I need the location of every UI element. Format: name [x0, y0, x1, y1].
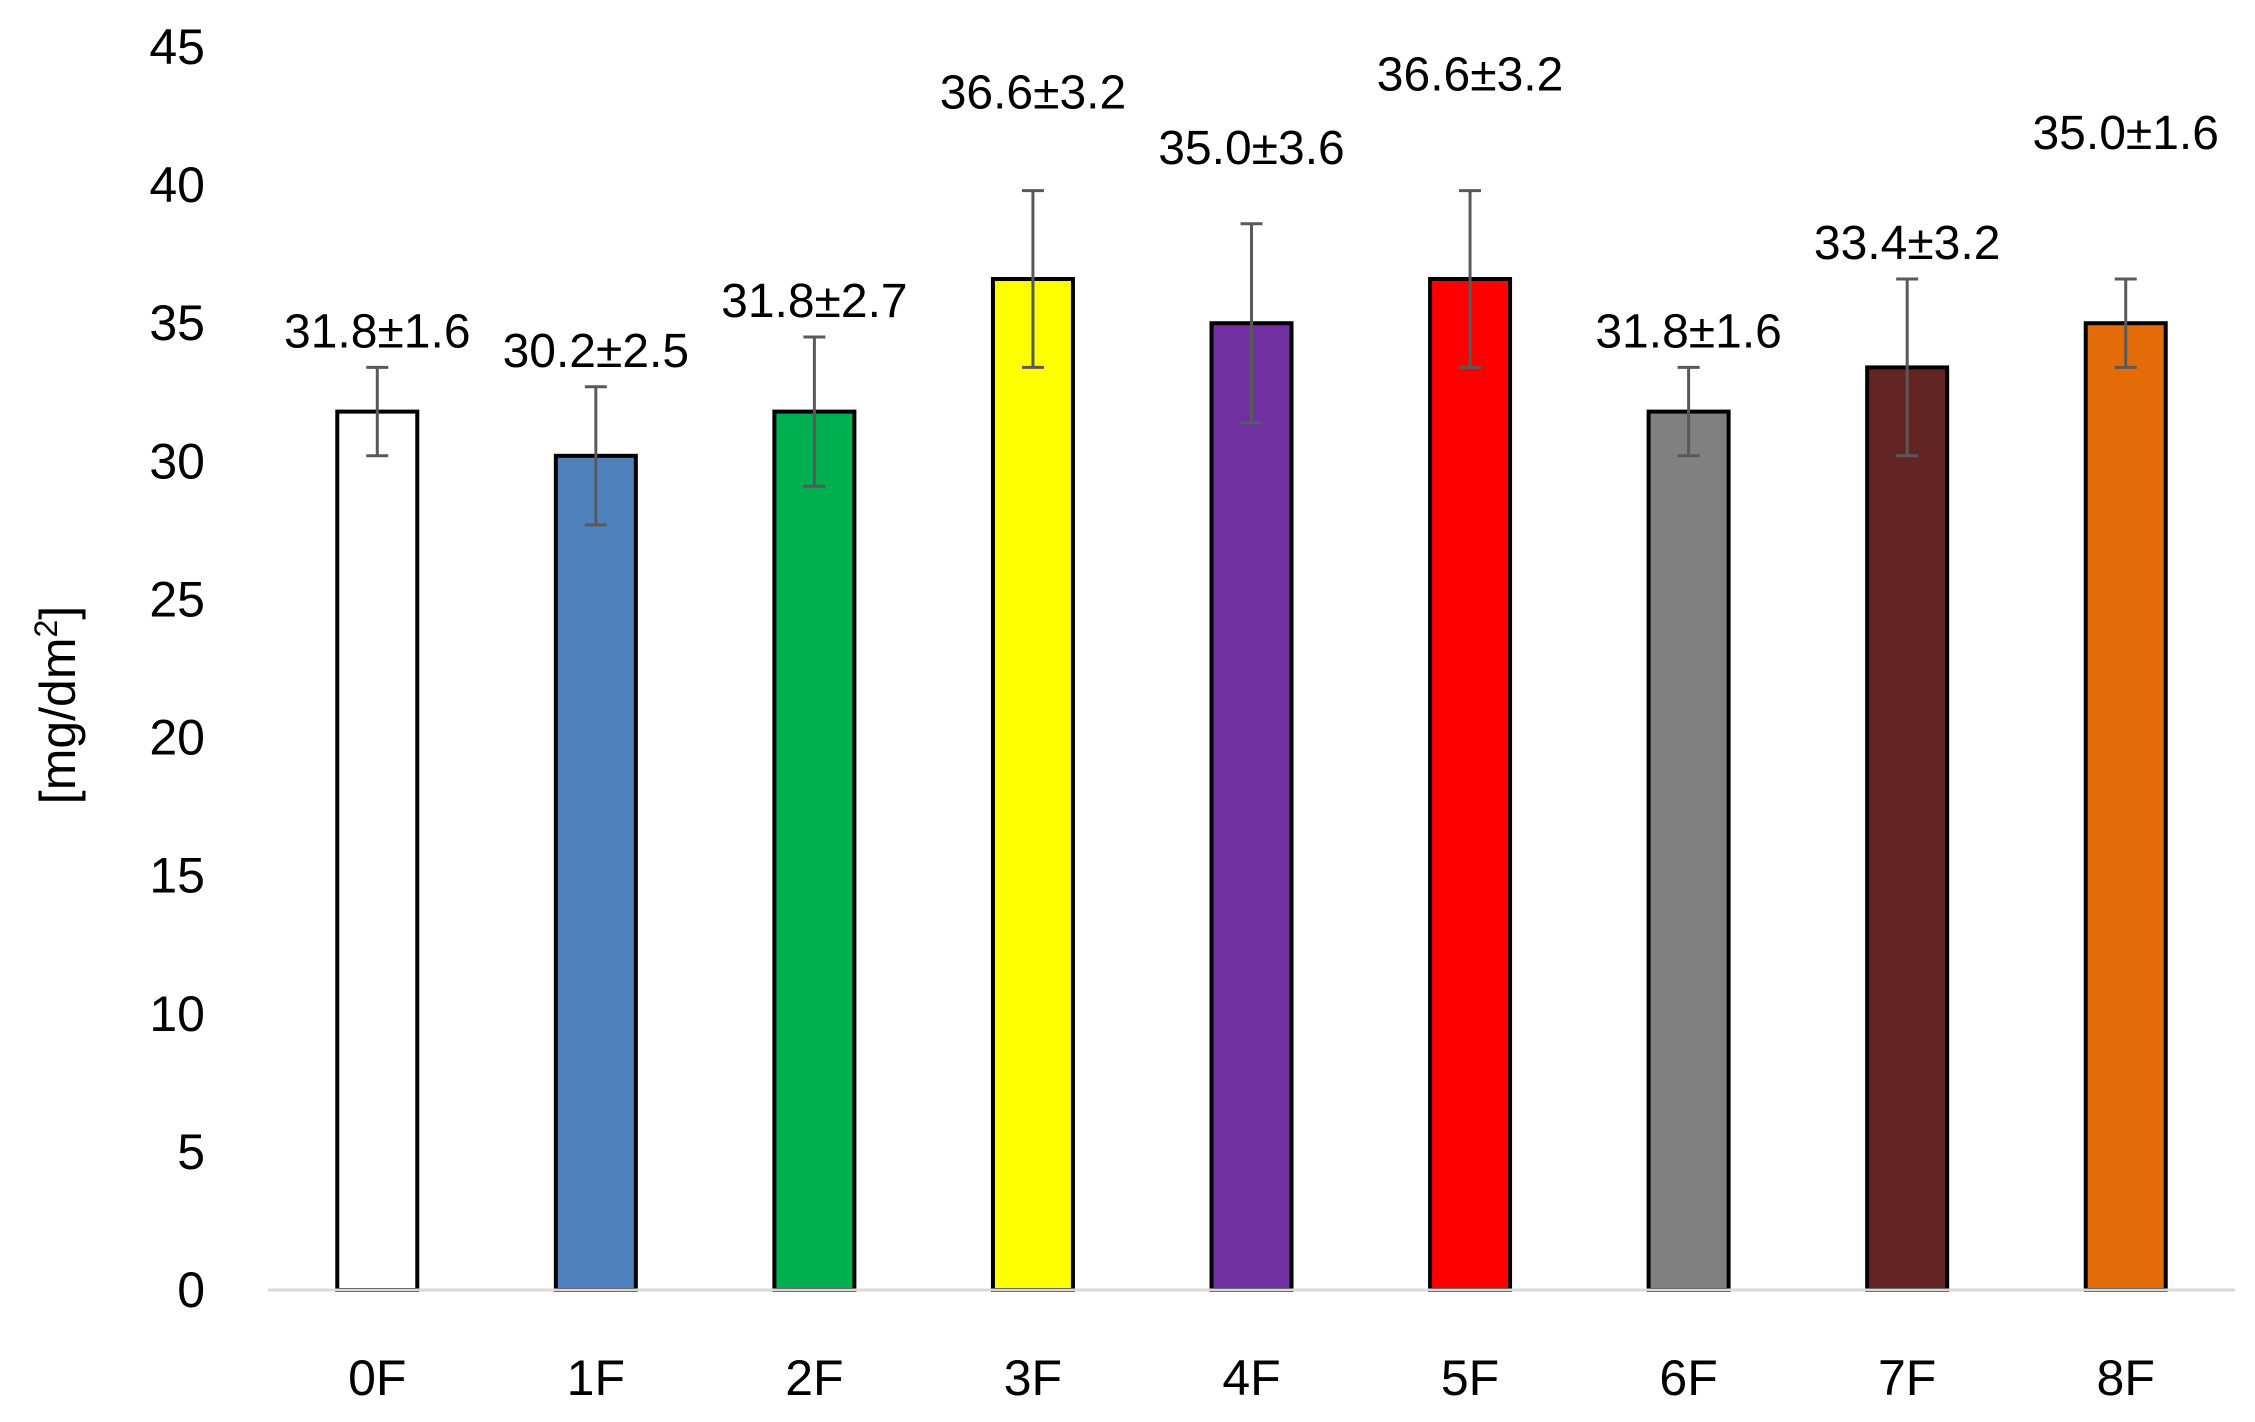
x-tick-label: 0F — [348, 1350, 406, 1406]
x-tick-label: 7F — [1878, 1350, 1936, 1406]
x-tick-label: 3F — [1004, 1350, 1062, 1406]
y-tick-label: 20 — [149, 710, 205, 766]
bar — [553, 453, 638, 1292]
y-tick-label: 25 — [149, 571, 205, 627]
bar — [2083, 321, 2168, 1292]
y-tick-label: 45 — [149, 19, 205, 75]
y-tick-label: 40 — [149, 157, 205, 213]
data-label: 31.8±2.7 — [721, 275, 908, 328]
y-tick-label: 15 — [149, 848, 205, 904]
bars — [335, 277, 2168, 1292]
data-label: 36.6±3.2 — [940, 67, 1127, 120]
data-label: 36.6±3.2 — [1377, 49, 1564, 102]
data-label: 30.2±2.5 — [503, 325, 690, 378]
data-label: 35.0±3.6 — [1158, 122, 1345, 175]
x-tick-label: 1F — [567, 1350, 625, 1406]
y-tick-label: 0 — [177, 1262, 205, 1318]
data-label: 35.0±1.6 — [2032, 107, 2219, 160]
x-tick-label: 5F — [1441, 1350, 1499, 1406]
y-tick-label: 10 — [149, 986, 205, 1042]
bar — [990, 277, 1075, 1292]
bar — [335, 409, 420, 1292]
bar — [1865, 365, 1950, 1292]
data-label: 31.8±1.6 — [284, 305, 471, 358]
error-bars — [366, 189, 2137, 527]
data-label: 33.4±3.2 — [1814, 217, 2001, 270]
y-axis-title: [mg/dm2] — [28, 606, 86, 804]
y-tick-label: 30 — [149, 433, 205, 489]
x-tick-label: 4F — [1222, 1350, 1280, 1406]
x-tick-label: 6F — [1659, 1350, 1717, 1406]
x-tick-label: 8F — [2097, 1350, 2155, 1406]
bar — [1428, 277, 1513, 1292]
bar — [772, 409, 857, 1292]
x-axis-ticks: 0F 1F 2F 3F 4F 5F 6F 7F 8F — [348, 1350, 2155, 1406]
bar — [1209, 321, 1294, 1292]
data-labels: 31.8±1.6 30.2±2.5 31.8±2.7 36.6±3.2 35.0±3.6… — [284, 49, 2219, 378]
bar — [1646, 409, 1731, 1292]
data-label: 31.8±1.6 — [1595, 305, 1782, 358]
y-tick-label: 5 — [177, 1124, 205, 1180]
x-tick-label: 2F — [785, 1350, 843, 1406]
y-tick-label: 35 — [149, 295, 205, 351]
y-axis-ticks: 0 5 10 15 20 25 30 35 40 45 — [149, 19, 205, 1318]
